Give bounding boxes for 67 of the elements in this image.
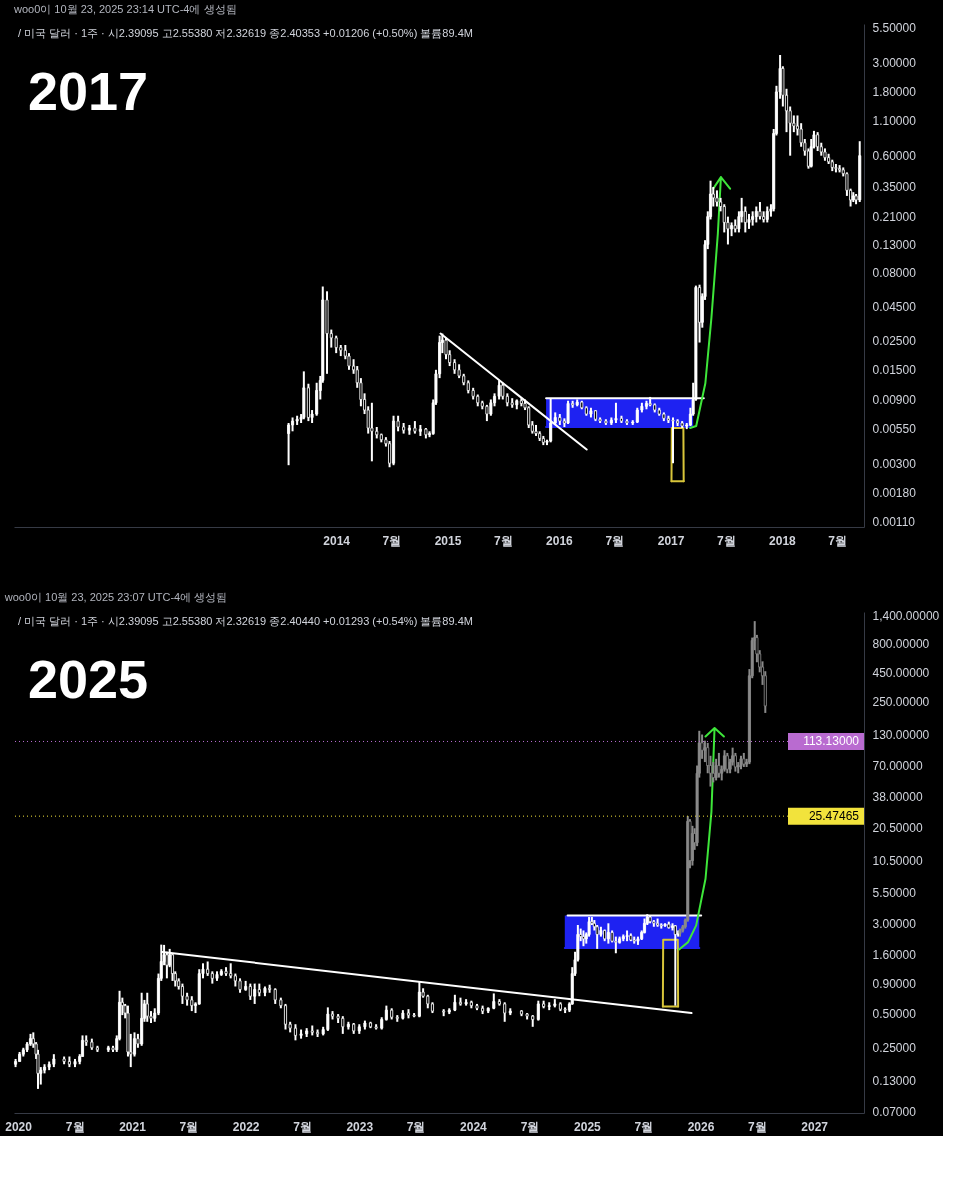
ref-line-label: 113.13000	[803, 734, 860, 749]
y-tick-label: 0.07000	[872, 1105, 917, 1120]
y-tick-label: 3.00000	[872, 55, 917, 70]
y-tick-label: 0.04500	[872, 299, 917, 314]
text: 2017	[28, 61, 149, 121]
x-tick-label: 7월	[634, 1119, 654, 1134]
y-tick-label: 0.02500	[872, 333, 917, 348]
y-tick-label: 3.00000	[872, 916, 917, 931]
y-tick-label: 38.00000	[872, 789, 923, 804]
x-tick-label: 2015	[434, 533, 462, 548]
y-tick-label: 800.00000	[872, 636, 930, 651]
x-tick-label: 2022	[232, 1119, 260, 1134]
y-tick-label: 0.00900	[872, 392, 917, 407]
y-tick-label: 0.13000	[872, 1074, 917, 1089]
y-tick-label: 5.50000	[872, 886, 917, 901]
x-tick-label: 2020	[5, 1119, 33, 1134]
x-tick-label: 7월	[605, 533, 625, 548]
y-tick-label: 0.00550	[872, 421, 917, 436]
y-tick-label: 0.60000	[872, 149, 917, 164]
x-tick-label: 7월	[520, 1119, 540, 1134]
x-tick-label: 2014	[323, 533, 351, 548]
text: woo0이 10월 23, 2025 23:14 UTC-4에 생성됨	[13, 3, 237, 16]
x-tick-label: 7월	[65, 1119, 85, 1134]
y-tick-label: 250.00000	[872, 695, 930, 710]
y-tick-label: 0.90000	[872, 977, 917, 992]
y-tick-label: 0.21000	[872, 210, 917, 225]
x-tick-label: 2017	[657, 533, 685, 548]
y-tick-label: 10.50000	[872, 854, 923, 869]
x-tick-label: 7월	[293, 1119, 312, 1134]
x-tick-label: 7월	[716, 533, 736, 548]
y-tick-label: 0.25000	[872, 1041, 917, 1056]
x-tick-label: 2018	[769, 533, 797, 548]
y-tick-label: 1.10000	[872, 114, 917, 128]
text: woo0이 10월 23, 2025 23:07 UTC-4에 생성됨	[3, 591, 228, 604]
y-tick-label: 1.80000	[872, 85, 917, 100]
y-tick-label: 5.50000	[872, 20, 917, 35]
x-tick-label: 7월	[406, 1119, 426, 1134]
text: 2025	[28, 649, 149, 709]
chart-subtitle: / 미국 달러 · 1주 · 시2.39095 고2.55380 저2.32619 종2.40440 +0.01293 (+0.54%) 볼륨89.4M	[18, 615, 473, 627]
y-tick-label: 130.00000	[872, 728, 930, 743]
x-tick-label: 2016	[546, 533, 574, 548]
x-tick-label: 2027	[801, 1119, 829, 1134]
x-tick-label: 2025	[574, 1119, 602, 1134]
y-tick-label: 70.00000	[872, 759, 923, 774]
y-tick-label: 0.00300	[872, 456, 917, 471]
y-tick-label: 0.01500	[872, 363, 917, 378]
x-tick-label: 2024	[460, 1119, 488, 1134]
y-tick-label: 1.60000	[872, 948, 917, 963]
x-tick-label: 2023	[346, 1119, 374, 1134]
x-tick-label: 2026	[687, 1119, 715, 1134]
y-tick-label: 0.08000	[872, 266, 917, 281]
chart-subtitle: / 미국 달러 · 1주 · 시2.39095 고2.55380 저2.32619 종2.40353 +0.01206 (+0.50%) 볼륨89.4M	[18, 27, 473, 39]
y-tick-label: 0.35000	[872, 180, 917, 195]
x-tick-label: 7월	[493, 533, 513, 548]
y-tick-label: 0.00180	[872, 486, 917, 501]
y-tick-label: 0.13000	[872, 237, 917, 252]
y-tick-label: 450.00000	[872, 665, 930, 680]
y-tick-label: 0.00110	[872, 514, 916, 529]
y-tick-label: 1,400.00000	[872, 608, 940, 623]
x-tick-label: 7월	[382, 533, 402, 548]
y-tick-label: 0.50000	[872, 1006, 917, 1021]
ref-line-label: 25.47465	[808, 809, 860, 824]
x-tick-label: 2021	[119, 1119, 147, 1134]
x-tick-label: 7월	[748, 1119, 767, 1134]
y-tick-label: 20.50000	[872, 820, 923, 835]
x-tick-label: 7월	[179, 1119, 199, 1134]
x-tick-label: 7월	[828, 533, 847, 548]
